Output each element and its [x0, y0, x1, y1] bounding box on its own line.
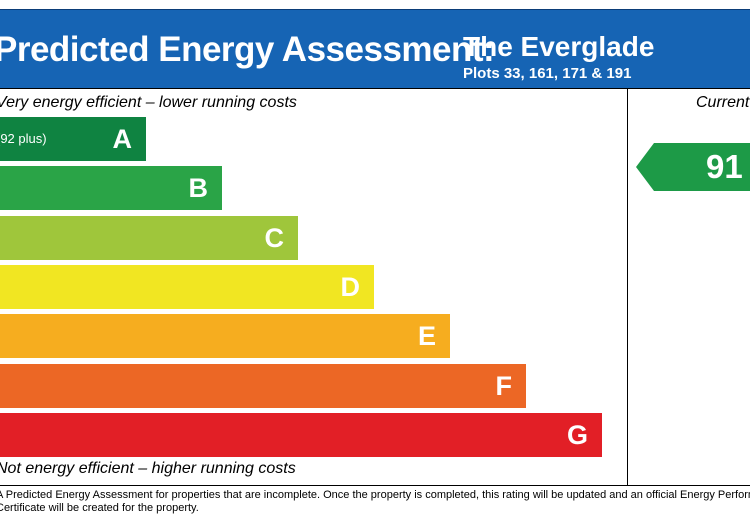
footer-line-1: A Predicted Energy Assessment for proper… — [0, 489, 750, 501]
current-column-label: Current — [696, 94, 750, 111]
rating-band-d: D — [0, 265, 374, 309]
rating-band-c: C — [0, 216, 298, 260]
rating-band-e: E — [0, 314, 450, 358]
current-rating-pointer: 91 — [636, 143, 750, 191]
column-divider — [627, 88, 628, 485]
rating-band-a: (92 plus) A — [0, 117, 146, 161]
rating-chart-frame — [0, 88, 750, 486]
development-name: The Everglade — [463, 31, 655, 62]
footer-note: A Predicted Energy Assessment for proper… — [0, 489, 750, 515]
header-banner: Predicted Energy Assessment: The Evergla… — [0, 9, 750, 89]
rating-band-g: G — [0, 413, 602, 457]
rating-band-f: F — [0, 364, 526, 408]
rating-band-letter: C — [264, 223, 285, 253]
rating-band-letter: D — [340, 272, 361, 302]
rating-band-b: B — [0, 166, 222, 210]
rating-band-letter: F — [495, 371, 513, 401]
inefficient-caption: Not energy efficient – higher running co… — [0, 460, 296, 477]
current-rating-value: 91 — [706, 148, 743, 185]
page-title: Predicted Energy Assessment: — [0, 30, 495, 69]
rating-band-letter: G — [566, 420, 588, 450]
rating-band-letter: B — [188, 173, 209, 203]
efficient-caption: Very energy efficient – lower running co… — [0, 94, 297, 111]
plot-numbers: Plots 33, 161, 171 & 191 — [463, 65, 632, 82]
rating-band-letter: E — [417, 321, 436, 351]
rating-band-range: (92 plus) — [0, 131, 47, 146]
rating-band-letter: A — [112, 124, 133, 154]
footer-line-2: Certificate will be created for the prop… — [0, 502, 199, 514]
